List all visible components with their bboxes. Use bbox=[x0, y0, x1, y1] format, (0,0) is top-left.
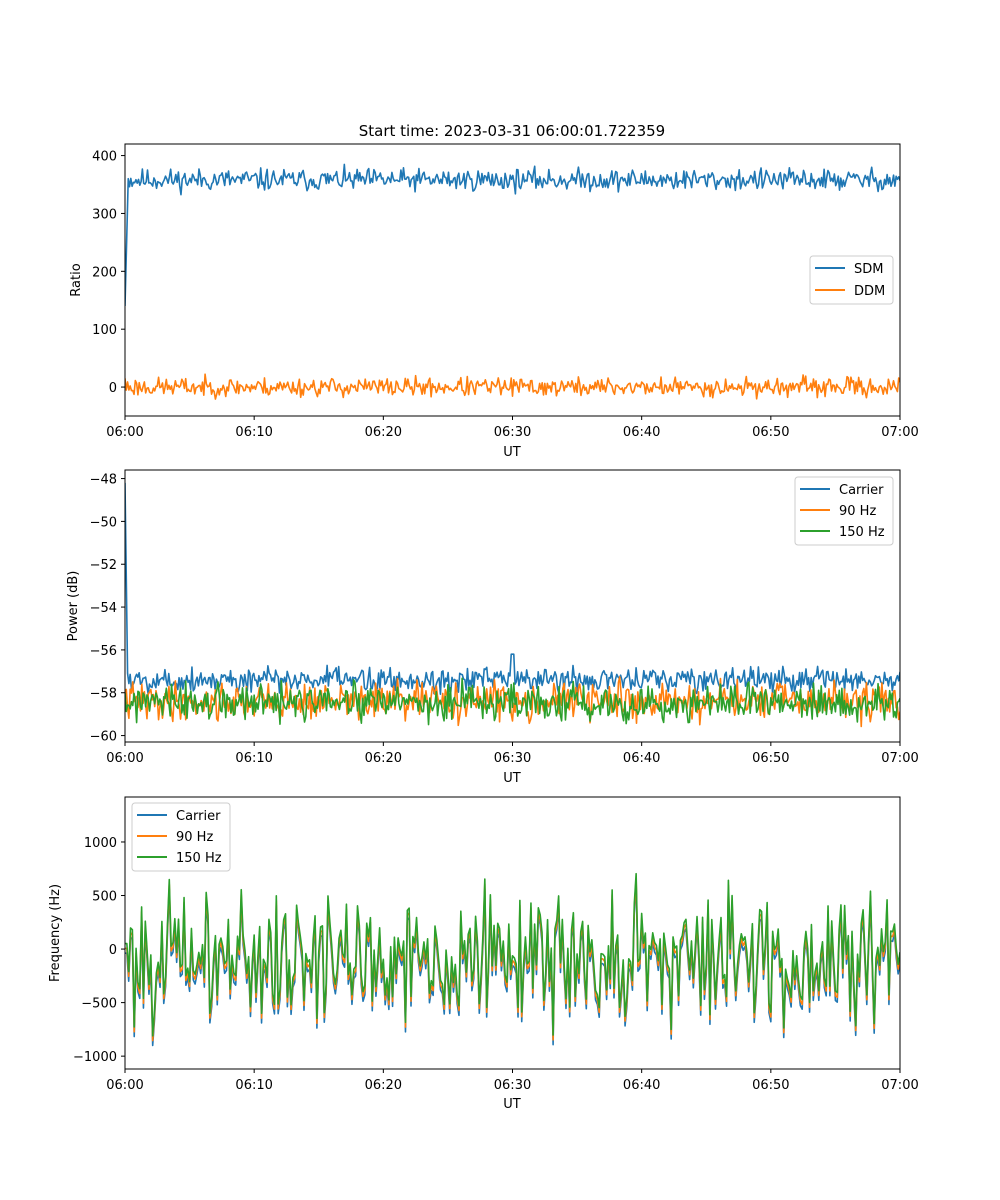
frequency-x-tick-label: 06:30 bbox=[494, 1078, 531, 1093]
ratio-legend-label-sdm: SDM bbox=[854, 262, 883, 277]
frequency-legend-label-90hz: 90 Hz bbox=[176, 830, 213, 845]
power-legend: Carrier 90 Hz 150 Hz bbox=[794, 476, 894, 546]
frequency-y-tick-label: −1000 bbox=[73, 1050, 117, 1065]
ratio-x-tick-label: 06:50 bbox=[752, 425, 789, 440]
chart-title: Start time: 2023-03-31 06:00:01.722359 bbox=[359, 122, 665, 140]
power-y-tick-label: −52 bbox=[90, 558, 117, 573]
power-x-tick-label: 06:10 bbox=[235, 751, 272, 766]
frequency-y-axis-label: Frequency (Hz) bbox=[48, 884, 63, 982]
ratio-series-layer bbox=[125, 163, 900, 400]
power-y-axis-label: Power (dB) bbox=[66, 571, 81, 642]
ratio-x-tick-label: 06:20 bbox=[365, 425, 402, 440]
power-y-tick-label: −50 bbox=[90, 515, 117, 530]
ratio-y-tick-label: 400 bbox=[92, 150, 117, 165]
ratio-x-axis-label: UT bbox=[503, 445, 521, 460]
power-y-tick-label: −56 bbox=[90, 644, 117, 659]
frequency-y-tick-label: 0 bbox=[109, 943, 117, 958]
power-x-tick-label: 06:40 bbox=[623, 751, 660, 766]
panel-power: 06:00 06:10 06:20 06:30 06:40 06:50 07:00 −48−… bbox=[66, 469, 919, 786]
frequency-x-tick-label: 06:00 bbox=[106, 1078, 143, 1093]
ratio-series-ddm bbox=[125, 373, 900, 400]
power-x-tick-label: 07:00 bbox=[881, 751, 918, 766]
power-y-ticks: −48 −50 −52 −54 −56 −58 −60 bbox=[90, 473, 125, 745]
frequency-legend-box bbox=[131, 802, 231, 872]
ratio-y-ticks: 400 300 200 100 0 bbox=[92, 150, 125, 396]
frequency-x-axis-label: UT bbox=[503, 1097, 521, 1112]
power-x-ticks: 06:00 06:10 06:20 06:30 06:40 06:50 07:00 bbox=[106, 742, 919, 766]
ratio-y-tick-label: 100 bbox=[92, 323, 117, 338]
power-legend-box bbox=[794, 476, 894, 546]
frequency-x-ticks: 06:00 06:10 06:20 06:30 06:40 06:50 07:00 bbox=[106, 1069, 919, 1093]
ratio-y-tick-label: 200 bbox=[92, 265, 117, 280]
power-y-tick-label: −60 bbox=[90, 730, 117, 745]
frequency-legend-label-carrier: Carrier bbox=[176, 809, 221, 824]
power-legend-label-150hz: 150 Hz bbox=[839, 525, 885, 540]
frequency-legend-label-150hz: 150 Hz bbox=[176, 851, 222, 866]
frequency-series-layer bbox=[125, 872, 900, 1047]
ratio-y-tick-label: 0 bbox=[109, 381, 117, 396]
power-x-tick-label: 06:50 bbox=[752, 751, 789, 766]
ratio-y-axis-label: Ratio bbox=[69, 263, 84, 296]
frequency-series-150-hz bbox=[125, 872, 900, 1037]
ratio-x-tick-label: 07:00 bbox=[881, 425, 918, 440]
frequency-x-tick-label: 06:10 bbox=[235, 1078, 272, 1093]
ratio-legend-label-ddm: DDM bbox=[854, 284, 885, 299]
frequency-y-tick-label: −500 bbox=[81, 997, 117, 1012]
frequency-x-tick-label: 06:40 bbox=[623, 1078, 660, 1093]
frequency-x-tick-label: 06:20 bbox=[365, 1078, 402, 1093]
power-legend-label-90hz: 90 Hz bbox=[839, 504, 876, 519]
power-x-tick-label: 06:30 bbox=[494, 751, 531, 766]
frequency-x-tick-label: 07:00 bbox=[881, 1078, 918, 1093]
frequency-x-tick-label: 06:50 bbox=[752, 1078, 789, 1093]
frequency-legend: Carrier 90 Hz 150 Hz bbox=[131, 802, 231, 872]
power-series-150-hz bbox=[125, 677, 900, 726]
power-legend-label-carrier: Carrier bbox=[839, 483, 884, 498]
power-series-layer bbox=[125, 482, 900, 728]
frequency-y-tick-label: 500 bbox=[92, 890, 117, 905]
ratio-x-ticks: 06:00 06:10 06:20 06:30 06:40 06:50 07:00 bbox=[106, 416, 919, 440]
ratio-legend: SDM DDM bbox=[809, 255, 894, 305]
ratio-x-tick-label: 06:10 bbox=[235, 425, 272, 440]
ratio-x-tick-label: 06:00 bbox=[106, 425, 143, 440]
power-y-tick-label: −58 bbox=[90, 687, 117, 702]
ratio-x-tick-label: 06:30 bbox=[494, 425, 531, 440]
power-x-tick-label: 06:20 bbox=[365, 751, 402, 766]
frequency-y-ticks: 1000 500 0 −500 −1000 bbox=[73, 836, 125, 1065]
ratio-x-tick-label: 06:40 bbox=[623, 425, 660, 440]
ratio-y-tick-label: 300 bbox=[92, 207, 117, 222]
power-x-tick-label: 06:00 bbox=[106, 751, 143, 766]
panel-frequency: 06:00 06:10 06:20 06:30 06:40 06:50 07:00 1000… bbox=[48, 796, 919, 1112]
power-y-tick-label: −54 bbox=[90, 601, 117, 616]
power-x-axis-label: UT bbox=[503, 771, 521, 786]
power-y-tick-label: −48 bbox=[90, 473, 117, 488]
frequency-y-tick-label: 1000 bbox=[84, 836, 117, 851]
power-series-carrier bbox=[125, 482, 900, 696]
ratio-series-sdm bbox=[125, 163, 900, 307]
panel-ratio: Start time: 2023-03-31 06:00:01.722359 0… bbox=[69, 122, 919, 460]
